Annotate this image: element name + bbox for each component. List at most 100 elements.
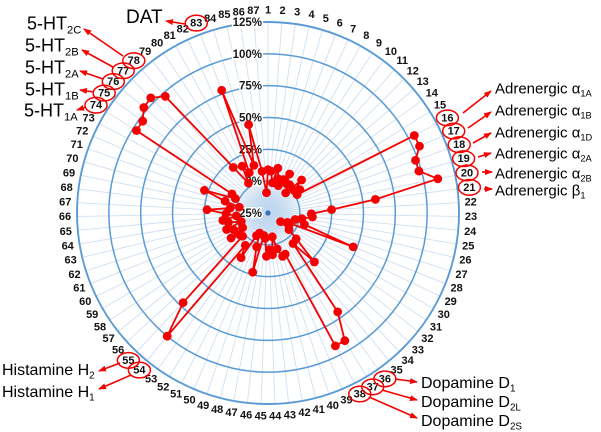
- category-label-55: 55: [122, 355, 134, 367]
- category-label-78: 78: [128, 55, 140, 67]
- radial-tick-label: 75%: [239, 81, 262, 93]
- category-label-57: 57: [102, 333, 114, 345]
- category-label-60: 60: [79, 296, 91, 308]
- data-point-axis-37: [340, 336, 350, 346]
- category-label-47: 47: [225, 407, 237, 419]
- category-label-56: 56: [112, 344, 124, 356]
- category-label-66: 66: [59, 211, 71, 223]
- category-label-37: 37: [367, 381, 379, 393]
- category-label-80: 80: [151, 37, 163, 49]
- category-label-63: 63: [64, 255, 76, 267]
- data-point-axis-38: [331, 341, 340, 351]
- category-label-65: 65: [60, 226, 72, 238]
- category-label-33: 33: [412, 344, 424, 356]
- data-point-axis-57: [235, 230, 245, 240]
- radial-tick-label: 125%: [233, 17, 262, 29]
- category-label-72: 72: [76, 126, 88, 138]
- data-point-axis-27: [300, 220, 309, 229]
- category-label-68: 68: [60, 182, 72, 194]
- data-point-axis-53: [240, 240, 250, 250]
- category-label-64: 64: [62, 240, 75, 252]
- category-label-48: 48: [211, 404, 223, 416]
- data-point-axis-4: [273, 163, 283, 173]
- circle-around-axis-19: [451, 150, 476, 168]
- grid-ring: [171, 116, 365, 310]
- category-label-13: 13: [417, 76, 429, 88]
- category-label-19: 19: [457, 153, 469, 165]
- annotation-label-5ht2c: 5-HT2C: [27, 13, 81, 36]
- annotation-arrow-5ht1b: [79, 88, 95, 94]
- data-point-axis-36: [333, 307, 343, 317]
- data-point-axis-71: [200, 185, 209, 195]
- annotation-arrow-a1b: [467, 111, 492, 129]
- annotation-label-hh2: Histamine H2: [2, 362, 95, 382]
- annotation-arrow-hh2: [98, 362, 121, 372]
- data-point-axis-52: [236, 253, 246, 263]
- data-point-axis-86: [257, 167, 267, 176]
- category-label-25: 25: [462, 240, 474, 252]
- category-label-1: 1: [265, 5, 271, 17]
- data-point-axis-58: [226, 233, 236, 243]
- annotation-label-5ht1b: 5-HT1B: [25, 79, 79, 102]
- category-label-29: 29: [445, 296, 457, 308]
- category-label-86: 86: [233, 7, 245, 19]
- annotation-arrow-5ht2b: [81, 49, 114, 68]
- data-points: [132, 85, 443, 351]
- category-label-27: 27: [455, 269, 467, 281]
- category-label-39: 39: [340, 395, 352, 407]
- grid-ring: [139, 84, 397, 342]
- data-point-axis-16: [409, 131, 419, 140]
- data-point-axis-41: [272, 244, 282, 254]
- category-label-34: 34: [401, 355, 414, 367]
- data-point-axis-34: [310, 257, 319, 267]
- data-point-axis-82: [244, 168, 254, 178]
- data-point-axis-20: [433, 174, 443, 184]
- data-point-axis-83: [217, 85, 227, 95]
- data-point-axis-81: [237, 161, 247, 171]
- data-point-axis-21: [371, 195, 380, 204]
- data-point-axis-32: [284, 225, 294, 235]
- data-point-axis-45: [262, 251, 271, 261]
- grid-rings: [76, 21, 460, 405]
- data-point-axis-77: [146, 93, 156, 103]
- data-point-axis-35: [288, 239, 298, 248]
- data-point-axis-67: [202, 205, 212, 215]
- data-point-axis-12: [297, 175, 306, 185]
- circle-around-axis-38: [348, 385, 372, 403]
- category-label-54: 54: [133, 365, 146, 377]
- data-point-axis-65: [231, 211, 241, 221]
- category-label-11: 11: [396, 55, 408, 67]
- annotation-arrow-hh1: [98, 374, 132, 390]
- circle-around-axis-21: [457, 178, 482, 196]
- data-point-axis-60: [229, 225, 239, 235]
- annotation-arrow-dd2l: [381, 389, 418, 401]
- data-point-axis-85: [244, 120, 254, 130]
- category-label-35: 35: [390, 365, 402, 377]
- circle-around-axis-16: [435, 109, 460, 127]
- category-label-46: 46: [240, 409, 252, 421]
- annotation-label-5ht2a: 5-HT2A: [25, 57, 79, 80]
- annotation-arrow-dat: [165, 19, 186, 26]
- category-label-32: 32: [421, 333, 433, 345]
- category-label-79: 79: [139, 46, 151, 58]
- data-point-axis-2: [266, 166, 276, 176]
- category-label-9: 9: [376, 37, 382, 49]
- category-label-59: 59: [86, 309, 98, 321]
- grid-ring: [76, 21, 460, 405]
- category-label-21: 21: [463, 182, 475, 194]
- category-label-28: 28: [450, 283, 462, 295]
- data-point-axis-54: [162, 331, 172, 341]
- category-label-67: 67: [59, 197, 71, 209]
- category-label-20: 20: [461, 167, 473, 179]
- data-point-axis-26: [290, 215, 300, 224]
- category-label-15: 15: [434, 100, 446, 112]
- grid-ring: [108, 53, 428, 373]
- data-point-axis-79: [228, 163, 238, 172]
- circle-around-axis-17: [441, 122, 466, 140]
- category-label-10: 10: [385, 46, 397, 58]
- data-point-axis-42: [267, 232, 277, 242]
- circle-around-axis-20: [455, 164, 479, 182]
- annotation-label-dd1: Dopamine D1: [421, 375, 516, 395]
